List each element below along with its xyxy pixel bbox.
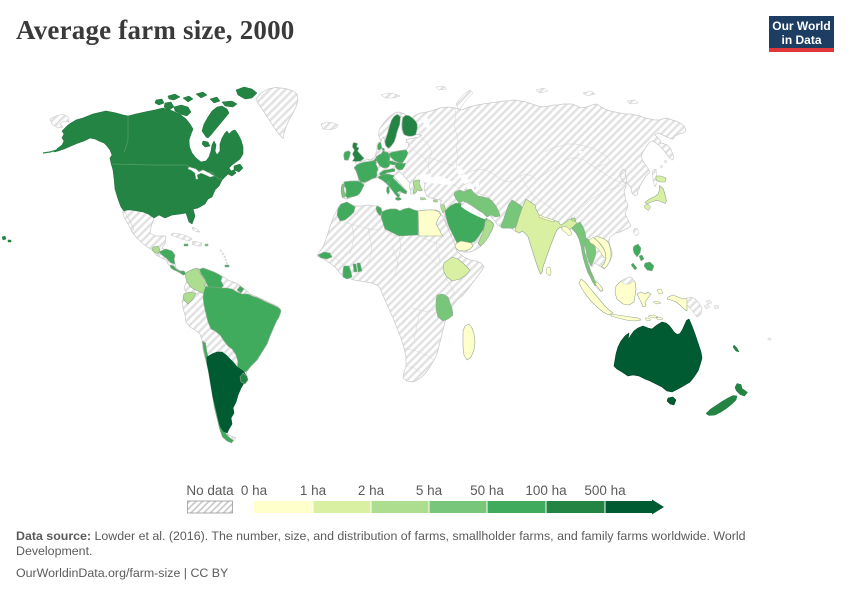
svg-text:2 ha: 2 ha xyxy=(358,483,385,498)
svg-text:1 ha: 1 ha xyxy=(300,483,327,498)
svg-text:5 ha: 5 ha xyxy=(416,483,443,498)
svg-text:100 ha: 100 ha xyxy=(525,483,567,498)
svg-text:No data: No data xyxy=(186,483,234,498)
svg-text:50 ha: 50 ha xyxy=(470,483,504,498)
svg-text:500 ha: 500 ha xyxy=(584,483,626,498)
svg-text:0 ha: 0 ha xyxy=(241,483,268,498)
